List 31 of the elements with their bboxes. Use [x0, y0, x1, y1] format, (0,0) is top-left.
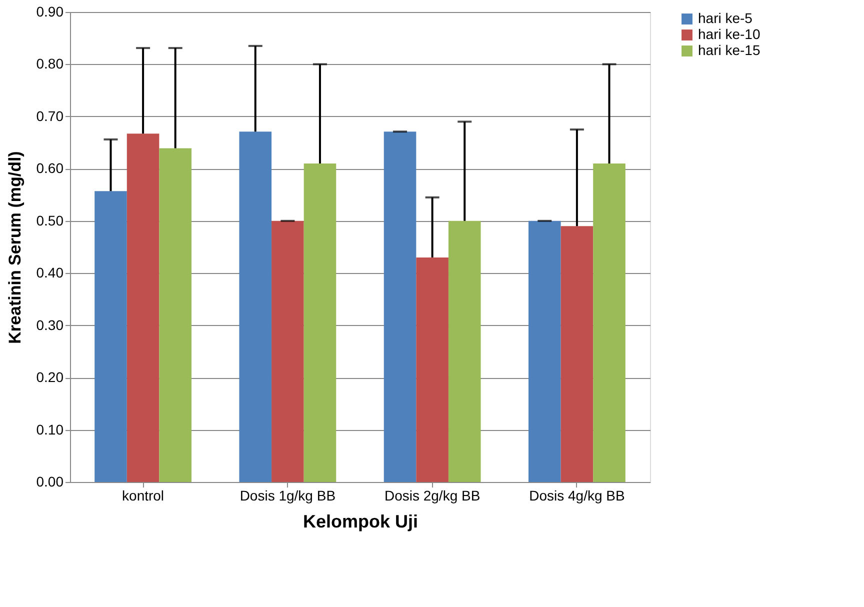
legend-label: hari ke-5 — [698, 10, 753, 26]
bar — [593, 163, 626, 482]
x-tick-label: Dosis 4g/kg BB — [529, 488, 625, 504]
bar — [560, 226, 594, 482]
bar — [304, 163, 336, 482]
y-tick-label: 0.50 — [36, 212, 64, 228]
x-tick-label: kontrol — [122, 488, 164, 504]
y-tick-label: 0.00 — [36, 474, 64, 490]
y-tick-label: 0.40 — [36, 264, 64, 281]
y-tick-label: 0.20 — [36, 369, 64, 386]
bar — [159, 148, 192, 482]
bar — [272, 220, 304, 482]
y-tick-label: 0.90 — [36, 4, 64, 20]
y-tick-label: 0.70 — [36, 108, 64, 124]
bar — [94, 191, 127, 482]
y-tick-label: 0.10 — [36, 421, 64, 438]
legend-label: hari ke-10 — [698, 26, 760, 42]
x-axis-title: Kelompok Uji — [302, 512, 418, 532]
bar — [448, 220, 481, 482]
x-tick-label: Dosis 1g/kg BB — [240, 488, 336, 504]
x-tick-label: Dosis 2g/kg BB — [384, 488, 480, 504]
y-axis-title: Kreatinin Serum (mg/dl) — [5, 151, 24, 344]
bar — [239, 132, 272, 482]
bar — [528, 220, 561, 482]
bar — [126, 134, 160, 482]
legend-label: hari ke-15 — [698, 42, 760, 58]
bar — [384, 132, 416, 482]
y-tick-label: 0.30 — [36, 316, 64, 333]
bar — [416, 257, 448, 482]
y-tick-label: 0.60 — [36, 160, 64, 176]
y-tick-label: 0.80 — [36, 56, 64, 72]
